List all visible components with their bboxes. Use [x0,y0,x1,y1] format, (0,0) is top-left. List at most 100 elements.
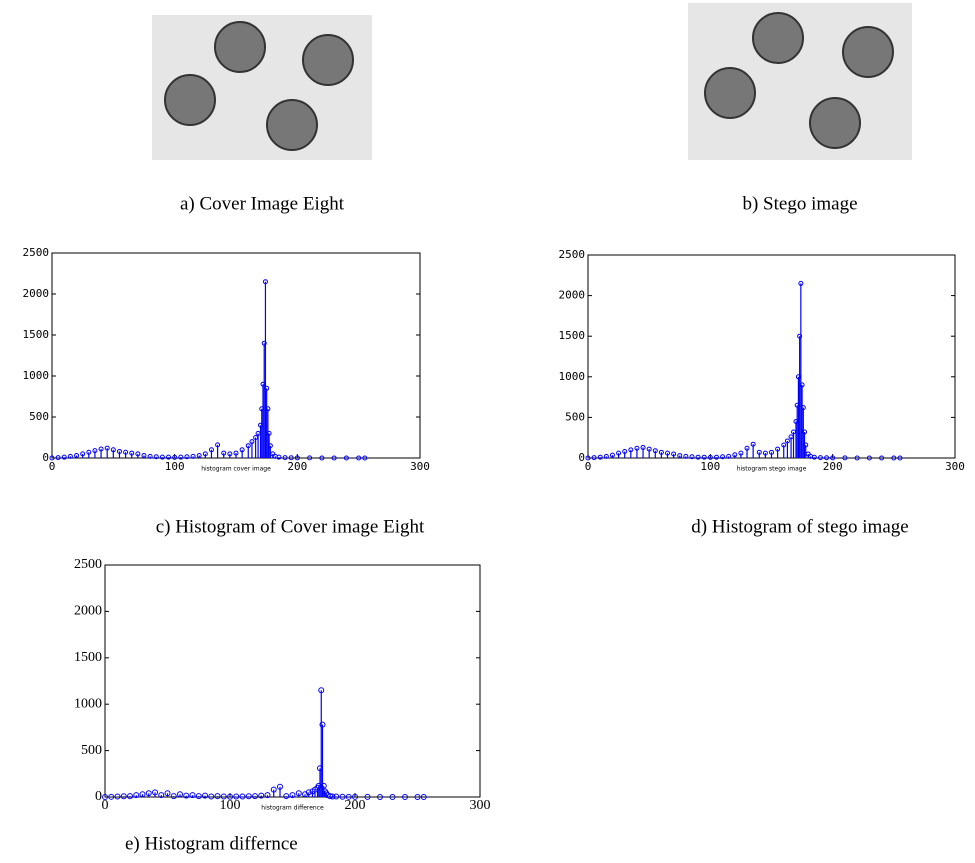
stem-marker [597,454,603,460]
stem-marker [102,794,108,800]
stem-marker [265,406,271,412]
stem-marker [802,429,808,435]
stem-marker [295,790,302,797]
stem-marker [689,454,695,460]
stem-marker [184,454,190,460]
stem-marker [202,792,208,799]
stem-marker [196,453,202,459]
stem-marker [329,793,336,800]
stem-marker [352,793,358,800]
y-tick-label: 2500 [74,557,102,572]
caption: b) Stego image [742,193,857,214]
chart: 0 100 200 300 0 500 1000 1500 2000 2500 histogram … [559,248,965,537]
stem-marker [726,453,732,459]
y-tick-label: 1000 [559,370,586,383]
caption: d) Histogram of stego image [691,516,908,537]
stem-marker [215,442,221,448]
x-tick-label: 200 [345,798,366,813]
y-tick-label: 0 [42,451,49,464]
stem-marker [264,792,271,799]
y-tick-label: 2000 [23,287,50,300]
stem-marker [707,454,713,460]
x-tick-label: 100 [700,460,720,473]
stem-marker [854,455,860,461]
stem-marker [756,449,762,455]
stem-marker [245,443,251,449]
stem-marker [189,792,196,799]
y-tick-label: 1500 [559,329,586,342]
stem-marker [817,455,823,461]
stem-marker [123,449,129,455]
stem-marker [414,794,421,800]
axes-box [587,254,956,459]
stem-marker [784,438,790,444]
stem-marker [139,791,146,798]
x-tick-label: 0 [585,460,592,473]
stem-marker [190,453,196,459]
stem-marker [141,453,147,459]
stem-marker [129,450,135,456]
stem-marker [603,453,609,459]
stem-marker [170,793,177,800]
stem-marker [120,793,127,800]
stem-marker [609,452,615,458]
stem-marker [720,454,726,460]
stem-marker [811,454,817,460]
stem-marker [114,793,121,800]
y-tick-label: 2500 [559,248,586,261]
stem-marker [277,783,283,790]
stem-marker [133,792,140,799]
stem-marker [345,793,352,800]
stem-marker [738,450,744,456]
stem-marker [750,441,756,447]
stem-marker [135,451,141,457]
stem-marker [127,793,133,800]
caption: c) Histogram of Cover image Eight [156,516,425,537]
stem-marker [879,455,885,461]
stem-marker [677,453,683,459]
stem-marker [732,452,738,458]
stem-marker [318,687,325,694]
stem-marker [270,786,277,793]
stem-marker [798,280,804,286]
stem-marker [695,454,701,460]
stem-marker [842,455,848,461]
stem-marker [634,445,640,451]
stem-marker [86,449,92,455]
stem-marker [288,455,294,461]
stem-marker [713,454,719,460]
stem-marker [214,793,221,800]
y-tick-label: 1500 [74,650,102,665]
y-tick-label: 0 [578,451,585,464]
stem-marker [152,789,158,796]
stem-marker [67,453,73,459]
y-tick-label: 2000 [74,604,102,619]
stem-marker [775,446,781,452]
stem-marker [172,454,178,460]
stem-marker [227,793,233,800]
stem-marker [671,451,677,457]
stem-marker [108,793,115,800]
x-axis-label: histogram stego image [737,466,807,473]
stem-marker [640,444,646,450]
stem-marker [159,454,165,460]
stem-marker [683,453,689,459]
x-axis-label: histogram difference [261,805,324,812]
stem-marker [824,455,830,461]
stem-marker [701,454,707,460]
stem-marker [258,792,265,799]
stem-marker [195,793,202,800]
stem-marker [158,792,165,799]
stem-marker [55,455,61,461]
stem-marker [658,449,664,455]
stem-marker [147,453,153,459]
stem-marker [830,455,836,461]
y-tick-label: 500 [565,410,585,423]
x-tick-label: 300 [470,798,491,813]
stem-marker [744,445,750,451]
stem-marker [239,447,245,453]
y-tick-label: 2500 [23,246,50,259]
stem-marker [585,455,591,461]
stem-marker [389,794,396,800]
